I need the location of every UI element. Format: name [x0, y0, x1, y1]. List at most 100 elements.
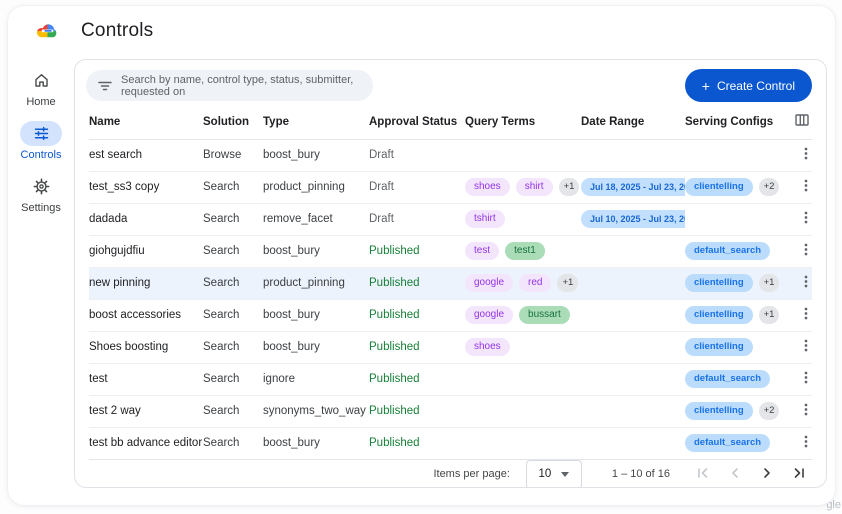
cell-serving-configs: clientelling [685, 331, 795, 364]
row-menu-button[interactable] [795, 368, 812, 390]
table-header-row: Name Solution Type Approval Status Query… [89, 105, 812, 140]
cell-type: synonyms_two_way [263, 395, 369, 428]
cell-query-terms: tshirt [465, 203, 581, 236]
table-row[interactable]: test Search ignore Published default_search [89, 363, 812, 396]
serving-config-chip: clientelling [685, 178, 753, 196]
row-menu-button[interactable] [795, 400, 812, 422]
first-page-button[interactable] [694, 464, 712, 485]
query-term-chip: test1 [505, 242, 545, 260]
sidebar-item-settings[interactable]: Settings [20, 174, 62, 214]
next-page-button[interactable] [758, 464, 776, 485]
column-header-name[interactable]: Name [89, 105, 203, 140]
table-row[interactable]: test_ss3 copy Search product_pinning Draft s… [89, 171, 812, 204]
cell-solution: Search [203, 171, 263, 204]
kebab-icon [804, 275, 808, 288]
table-row[interactable]: boost accessories Search boost_bury Publish… [89, 299, 812, 332]
cell-actions [795, 427, 812, 460]
cell-name: dadada [89, 203, 203, 236]
cell-actions [795, 171, 812, 204]
row-menu-button[interactable] [795, 304, 812, 326]
date-range-chip: Jul 18, 2025 - Jul 23, 2025 [581, 178, 685, 196]
cell-serving-configs: default_search [685, 235, 795, 268]
cell-name: Shoes boosting [89, 331, 203, 364]
query-term-chip: google [465, 306, 514, 324]
cell-query-terms [465, 139, 581, 172]
app-window: Controls Home Controls [8, 6, 835, 505]
plus-icon: + [701, 77, 710, 94]
column-header-solution[interactable]: Solution [203, 105, 263, 140]
chevron-right-icon [764, 467, 770, 478]
cell-name: est search [89, 139, 203, 172]
cell-solution: Search [203, 363, 263, 396]
serving-config-chips: clientelling +1 [685, 306, 780, 324]
cell-name: test_ss3 copy [89, 171, 203, 204]
cell-date-range [581, 395, 685, 428]
table-row[interactable]: est search Browse boost_bury Draft [89, 139, 812, 172]
table-row[interactable]: test 2 way Search synonyms_two_way Publishe… [89, 395, 812, 428]
controls-table: Name Solution Type Approval Status Query… [89, 105, 812, 460]
query-term-chip: shoes [465, 178, 510, 196]
table-row[interactable]: new pinning Search product_pinning Publishe… [89, 267, 812, 300]
table-row[interactable]: giohgujdfiu Search boost_bury Published test… [89, 235, 812, 268]
query-term-chips: shoes [465, 338, 510, 356]
query-term-chips: google bussart [465, 306, 570, 324]
row-menu-button[interactable] [795, 240, 812, 262]
column-header-query-terms[interactable]: Query Terms [465, 105, 581, 140]
column-header-type[interactable]: Type [263, 105, 369, 140]
controls-table-card: Search by name, control type, status, su… [74, 59, 827, 488]
cell-date-range [581, 331, 685, 364]
cell-query-terms [465, 363, 581, 396]
cell-approval-status: Published [369, 363, 465, 396]
serving-more-chip: +1 [758, 306, 780, 324]
cell-date-range: Jul 10, 2025 - Jul 23, 2025 [581, 203, 685, 236]
last-page-button[interactable] [790, 464, 808, 485]
sidebar-item-home[interactable]: Home [20, 68, 62, 108]
table-row[interactable]: test bb advance editor Search boost_bury Pu… [89, 427, 812, 460]
cell-date-range [581, 427, 685, 460]
cell-approval-status: Published [369, 395, 465, 428]
row-menu-button[interactable] [795, 144, 812, 166]
create-control-button[interactable]: + Create Control [684, 69, 812, 102]
cell-type: remove_facet [263, 203, 369, 236]
previous-page-button[interactable] [726, 464, 744, 485]
view-columns-button[interactable] [795, 114, 809, 129]
cell-actions [795, 139, 812, 172]
search-input[interactable]: Search by name, control type, status, su… [86, 70, 373, 101]
cell-query-terms: test test1 [465, 235, 581, 268]
items-per-page-select[interactable]: 10 [525, 459, 582, 487]
cell-query-terms: shoes [465, 331, 581, 364]
column-header-approval-status[interactable]: Approval Status [369, 105, 465, 140]
cell-query-terms: shoes shirt +1 [465, 171, 581, 204]
filter-icon [98, 80, 112, 92]
row-menu-button[interactable] [795, 208, 812, 230]
serving-more-chip: +2 [758, 402, 780, 420]
view-columns-icon [795, 114, 809, 126]
row-menu-button[interactable] [795, 272, 812, 294]
row-menu-button[interactable] [795, 336, 812, 358]
column-header-serving-configs[interactable]: Serving Configs [685, 105, 795, 140]
table-row[interactable]: Shoes boosting Search boost_bury Published s… [89, 331, 812, 364]
tune-icon [20, 121, 62, 146]
kebab-icon [804, 211, 808, 224]
cell-solution: Search [203, 299, 263, 332]
cell-date-range: Jul 18, 2025 - Jul 23, 2025 [581, 171, 685, 204]
cell-query-terms: google bussart [465, 299, 581, 332]
table-row[interactable]: dadada Search remove_facet Draft tshirt Jul 1… [89, 203, 812, 236]
cell-date-range [581, 267, 685, 300]
serving-more-chip: +2 [758, 178, 780, 196]
serving-config-chips: default_search [685, 434, 771, 452]
sidebar-item-label: Controls [20, 149, 62, 161]
column-header-date-range[interactable]: Date Range [581, 105, 685, 140]
query-term-chip: red [519, 274, 552, 292]
query-more-chip: +1 [557, 274, 579, 292]
query-term-chip: shoes [465, 338, 510, 356]
row-menu-button[interactable] [795, 176, 812, 198]
serving-config-chips: clientelling +2 [685, 178, 780, 196]
serving-config-chip: clientelling [685, 306, 753, 324]
cell-serving-configs: default_search [685, 363, 795, 396]
row-menu-button[interactable] [795, 432, 812, 454]
serving-config-chip: default_search [685, 242, 771, 260]
sidebar-item-controls[interactable]: Controls [20, 121, 62, 161]
cell-actions [795, 331, 812, 364]
search-placeholder: Search by name, control type, status, su… [121, 73, 354, 98]
